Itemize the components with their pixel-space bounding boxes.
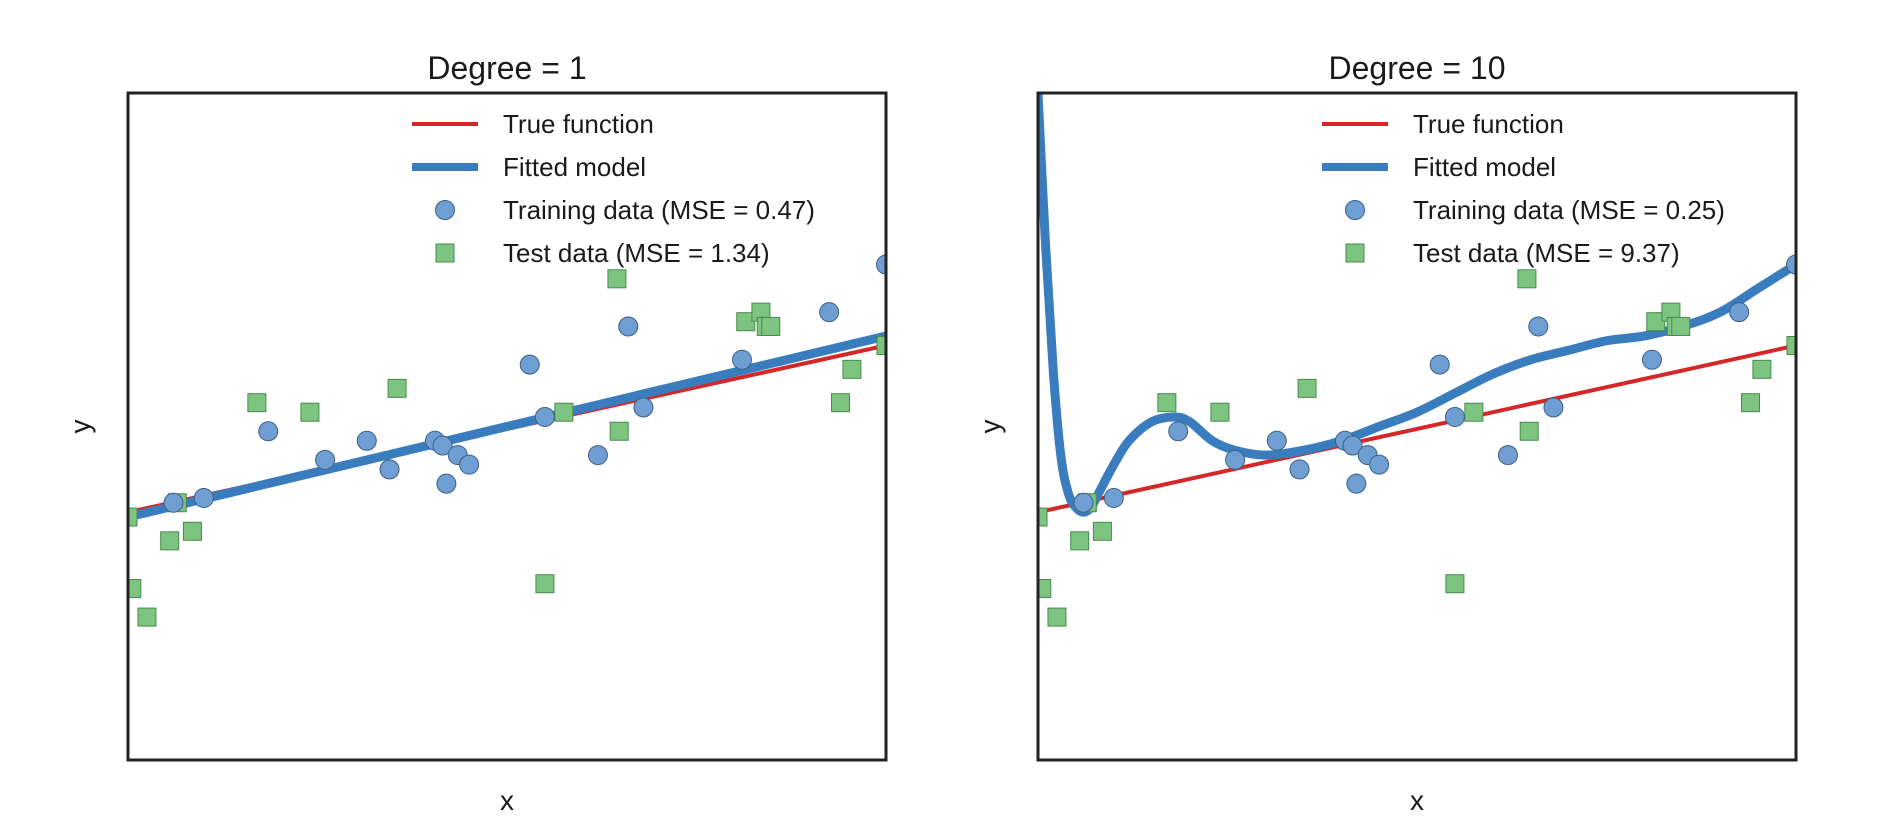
test-point <box>1210 402 1230 422</box>
true-function-line <box>1038 343 1796 515</box>
chart-title: Degree = 10 <box>1328 50 1505 86</box>
legend-test-label: Test data (MSE = 9.37) <box>1413 238 1680 268</box>
legend-fitted-model-label: Fitted model <box>503 152 646 182</box>
training-point <box>1168 421 1189 442</box>
training-point <box>1266 430 1287 451</box>
test-point <box>1092 521 1112 541</box>
legend-test-label: Test data (MSE = 1.34) <box>503 238 770 268</box>
training-point <box>436 473 457 494</box>
training-point <box>1528 316 1549 337</box>
training-point <box>1342 435 1363 456</box>
fitted-model-line <box>128 331 886 522</box>
training-point <box>1073 492 1094 513</box>
plot-area <box>1038 93 1796 627</box>
legend-true-function-label: True function <box>1413 109 1564 139</box>
training-point <box>1103 487 1124 508</box>
training-point <box>1369 454 1390 475</box>
test-point <box>1157 393 1177 413</box>
training-point <box>1289 459 1310 480</box>
training-point <box>618 316 639 337</box>
training-point <box>1346 473 1367 494</box>
test-point <box>1070 531 1090 551</box>
training-point <box>587 445 608 466</box>
test-point <box>1741 393 1761 413</box>
test-point <box>609 421 629 441</box>
test-point <box>1517 269 1537 289</box>
training-point <box>356 430 377 451</box>
test-point <box>247 393 267 413</box>
legend-test-swatch <box>1345 243 1365 263</box>
training-point <box>534 406 555 427</box>
test-point <box>876 336 886 356</box>
plot-area <box>128 254 886 627</box>
training-point <box>633 397 654 418</box>
chart-panel-1: Degree = 1 x y True function Fitted model Tra… <box>64 50 888 816</box>
test-point <box>1464 402 1484 422</box>
test-point <box>137 607 157 627</box>
test-point <box>1038 507 1048 527</box>
legend-true-function-label: True function <box>503 109 654 139</box>
training-point <box>819 302 840 323</box>
test-point <box>535 574 555 594</box>
test-point <box>128 507 138 527</box>
test-point <box>1786 336 1796 356</box>
test-point <box>1752 359 1772 379</box>
training-point <box>379 459 400 480</box>
x-axis-label: x <box>1410 785 1424 816</box>
test-point <box>607 269 627 289</box>
test-point <box>300 402 320 422</box>
training-point <box>1444 406 1465 427</box>
training-point <box>193 487 214 508</box>
test-point <box>128 578 142 598</box>
test-point <box>1297 378 1317 398</box>
training-point <box>1786 254 1796 275</box>
test-point <box>1038 578 1052 598</box>
training-point <box>731 349 752 370</box>
legend-training-swatch <box>1345 200 1365 220</box>
chart-title: Degree = 1 <box>427 50 586 86</box>
y-axis-label: y <box>974 420 1005 434</box>
legend-training-label: Training data (MSE = 0.25) <box>1413 195 1725 225</box>
training-point <box>1729 302 1750 323</box>
legend-test-swatch <box>435 243 455 263</box>
training-point <box>432 435 453 456</box>
training-point <box>1497 445 1518 466</box>
test-point <box>1047 607 1067 627</box>
legend: True function Fitted model Training data (… <box>1322 109 1725 268</box>
axes-frame <box>126 91 888 762</box>
x-axis-label: x <box>500 785 514 816</box>
test-point <box>1445 574 1465 594</box>
test-point <box>761 316 781 336</box>
fitted-model-line <box>1038 93 1796 517</box>
legend-training-swatch <box>435 200 455 220</box>
training-point <box>1543 397 1564 418</box>
y-axis-label: y <box>64 420 95 434</box>
test-point <box>736 312 756 332</box>
training-point <box>519 354 540 375</box>
legend-fitted-model-label: Fitted model <box>1413 152 1556 182</box>
training-point <box>163 492 184 513</box>
legend-training-label: Training data (MSE = 0.47) <box>503 195 815 225</box>
training-point <box>1225 449 1246 470</box>
test-point <box>182 521 202 541</box>
test-point <box>1671 316 1691 336</box>
training-point <box>258 421 279 442</box>
training-point <box>876 254 886 275</box>
test-point <box>842 359 862 379</box>
training-point <box>1641 349 1662 370</box>
test-point <box>554 402 574 422</box>
test-point <box>831 393 851 413</box>
test-point <box>160 531 180 551</box>
training-point <box>315 449 336 470</box>
axes-frame <box>1036 91 1798 762</box>
test-point <box>1519 421 1539 441</box>
training-point <box>459 454 480 475</box>
test-point <box>1646 312 1666 332</box>
training-point <box>1429 354 1450 375</box>
legend: True function Fitted model Training data (… <box>412 109 815 268</box>
test-point <box>387 378 407 398</box>
